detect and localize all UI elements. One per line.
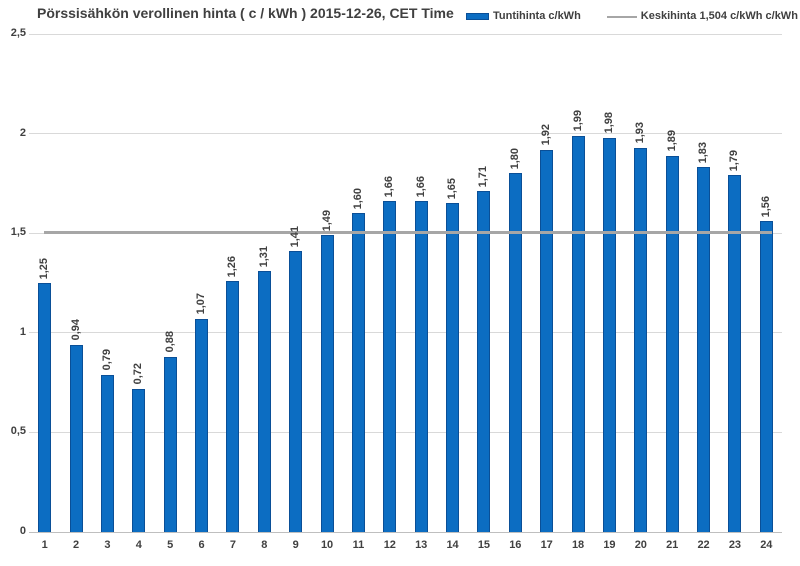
x-axis-tick-label: 10 [320, 539, 334, 551]
x-axis-tick-label: 21 [666, 539, 679, 551]
bar-hour-19 [602, 137, 616, 532]
bar-hour-4 [132, 388, 146, 532]
bar-value-label: 1,66 [414, 175, 427, 198]
x-axis-tick-label: 12 [383, 539, 396, 551]
bar-value-label: 1,83 [697, 142, 710, 164]
bar-value-label: 1,71 [477, 165, 490, 188]
bar-value-label: 1,25 [38, 257, 51, 279]
y-axis-tick-label: 0,5 [10, 425, 26, 438]
bar-value-label: 1,99 [571, 110, 584, 132]
bar-value-label: 1,65 [446, 177, 459, 200]
x-axis-tick-label: 6 [198, 539, 205, 551]
bar-value-label: 1,89 [665, 130, 678, 152]
legend-label-average-price: Keskihinta 1,504 c/kWh c/kWh [640, 10, 798, 22]
x-axis-tick-label: 1 [41, 539, 48, 551]
x-axis-line [29, 532, 782, 533]
bar-hour-3 [100, 374, 114, 532]
x-axis-tick-label: 14 [446, 539, 459, 551]
x-axis-tick-label: 5 [167, 539, 174, 551]
bar-hour-5 [163, 356, 177, 532]
x-axis-tick-label: 2 [73, 539, 80, 551]
x-axis-tick-label: 11 [352, 539, 365, 551]
bar-hour-8 [257, 271, 271, 532]
bar-hour-12 [383, 201, 397, 532]
bar-value-label: 1,56 [759, 195, 772, 218]
x-axis-tick-label: 15 [477, 539, 491, 551]
gridline-0,5 [29, 431, 782, 433]
bar-hour-16 [508, 173, 522, 532]
bar-hour-24 [759, 221, 773, 532]
gridline-2 [29, 133, 782, 135]
y-axis-tick-label: 1 [19, 325, 26, 338]
y-axis-tick-label: 0 [19, 525, 26, 537]
chart-title: Pörssisähkön verollinen hinta ( c / kWh … [37, 5, 454, 21]
bar-value-label: 1,49 [320, 209, 333, 232]
bar-series-swatch-icon [466, 13, 489, 20]
bar-value-label: 1,41 [289, 225, 302, 248]
chart-legend: Tuntihinta c/kWh Keskihinta 1,504 c/kWh … [466, 10, 798, 22]
average-price-line [43, 230, 773, 234]
bar-value-label: 0,72 [132, 363, 145, 385]
bar-hour-22 [697, 167, 711, 532]
legend-item-average-price: Keskihinta 1,504 c/kWh c/kWh [606, 10, 798, 22]
bar-hour-10 [320, 235, 334, 532]
bar-value-label: 1,26 [226, 255, 239, 278]
bar-hour-9 [289, 251, 303, 532]
bar-value-label: 1,93 [634, 122, 647, 144]
bar-hour-7 [226, 281, 240, 532]
bar-value-label: 1,31 [257, 245, 270, 268]
x-axis-tick-label: 16 [509, 539, 522, 551]
x-axis-tick-label: 9 [292, 539, 299, 551]
bar-value-label: 1,66 [383, 175, 396, 198]
y-axis-tick-label: 2,5 [10, 27, 26, 39]
x-axis-tick-label: 8 [261, 539, 268, 551]
gridline-2,5 [29, 33, 782, 35]
bar-value-label: 1,07 [195, 293, 208, 315]
bar-value-label: 0,94 [69, 319, 82, 341]
x-axis-tick-label: 4 [135, 539, 142, 551]
bar-hour-18 [571, 135, 585, 532]
bar-value-label: 1,79 [728, 150, 741, 172]
bar-hour-6 [195, 318, 209, 532]
bar-hour-13 [414, 201, 428, 532]
bar-value-label: 1,60 [351, 187, 364, 210]
bar-value-label: 0,79 [100, 349, 113, 371]
bar-hour-15 [477, 191, 491, 532]
bar-value-label: 0,88 [163, 331, 176, 353]
average-line-swatch-icon [606, 15, 637, 18]
bar-value-label: 1,80 [508, 148, 521, 170]
x-axis-tick-label: 18 [571, 539, 585, 551]
y-axis-tick-label: 2 [19, 126, 26, 139]
bar-hour-21 [665, 155, 679, 532]
y-axis-tick-label: 1,5 [10, 226, 26, 239]
x-axis-tick-label: 7 [229, 539, 236, 551]
x-axis-tick-label: 24 [760, 539, 773, 551]
bar-hour-23 [728, 175, 742, 532]
x-axis-tick-label: 23 [728, 539, 742, 551]
bar-value-label: 1,98 [602, 112, 615, 134]
bar-hour-20 [634, 147, 648, 532]
x-axis-tick-label: 17 [540, 539, 553, 551]
gridline-1 [29, 332, 782, 334]
bar-hour-2 [69, 344, 83, 532]
bar-hour-17 [540, 149, 554, 532]
x-axis-tick-label: 20 [634, 539, 647, 551]
x-axis-tick-label: 13 [415, 539, 428, 551]
bar-hour-14 [446, 203, 460, 532]
legend-label-hourly-price: Tuntihinta c/kWh [493, 10, 581, 22]
x-axis-tick-label: 22 [697, 539, 710, 551]
bar-value-label: 1,92 [540, 124, 553, 146]
legend-item-hourly-price: Tuntihinta c/kWh [466, 10, 581, 22]
bar-hour-11 [351, 213, 365, 532]
x-axis-tick-label: 19 [603, 539, 616, 551]
x-axis-tick-label: 3 [104, 539, 111, 551]
bar-hour-1 [38, 283, 52, 532]
